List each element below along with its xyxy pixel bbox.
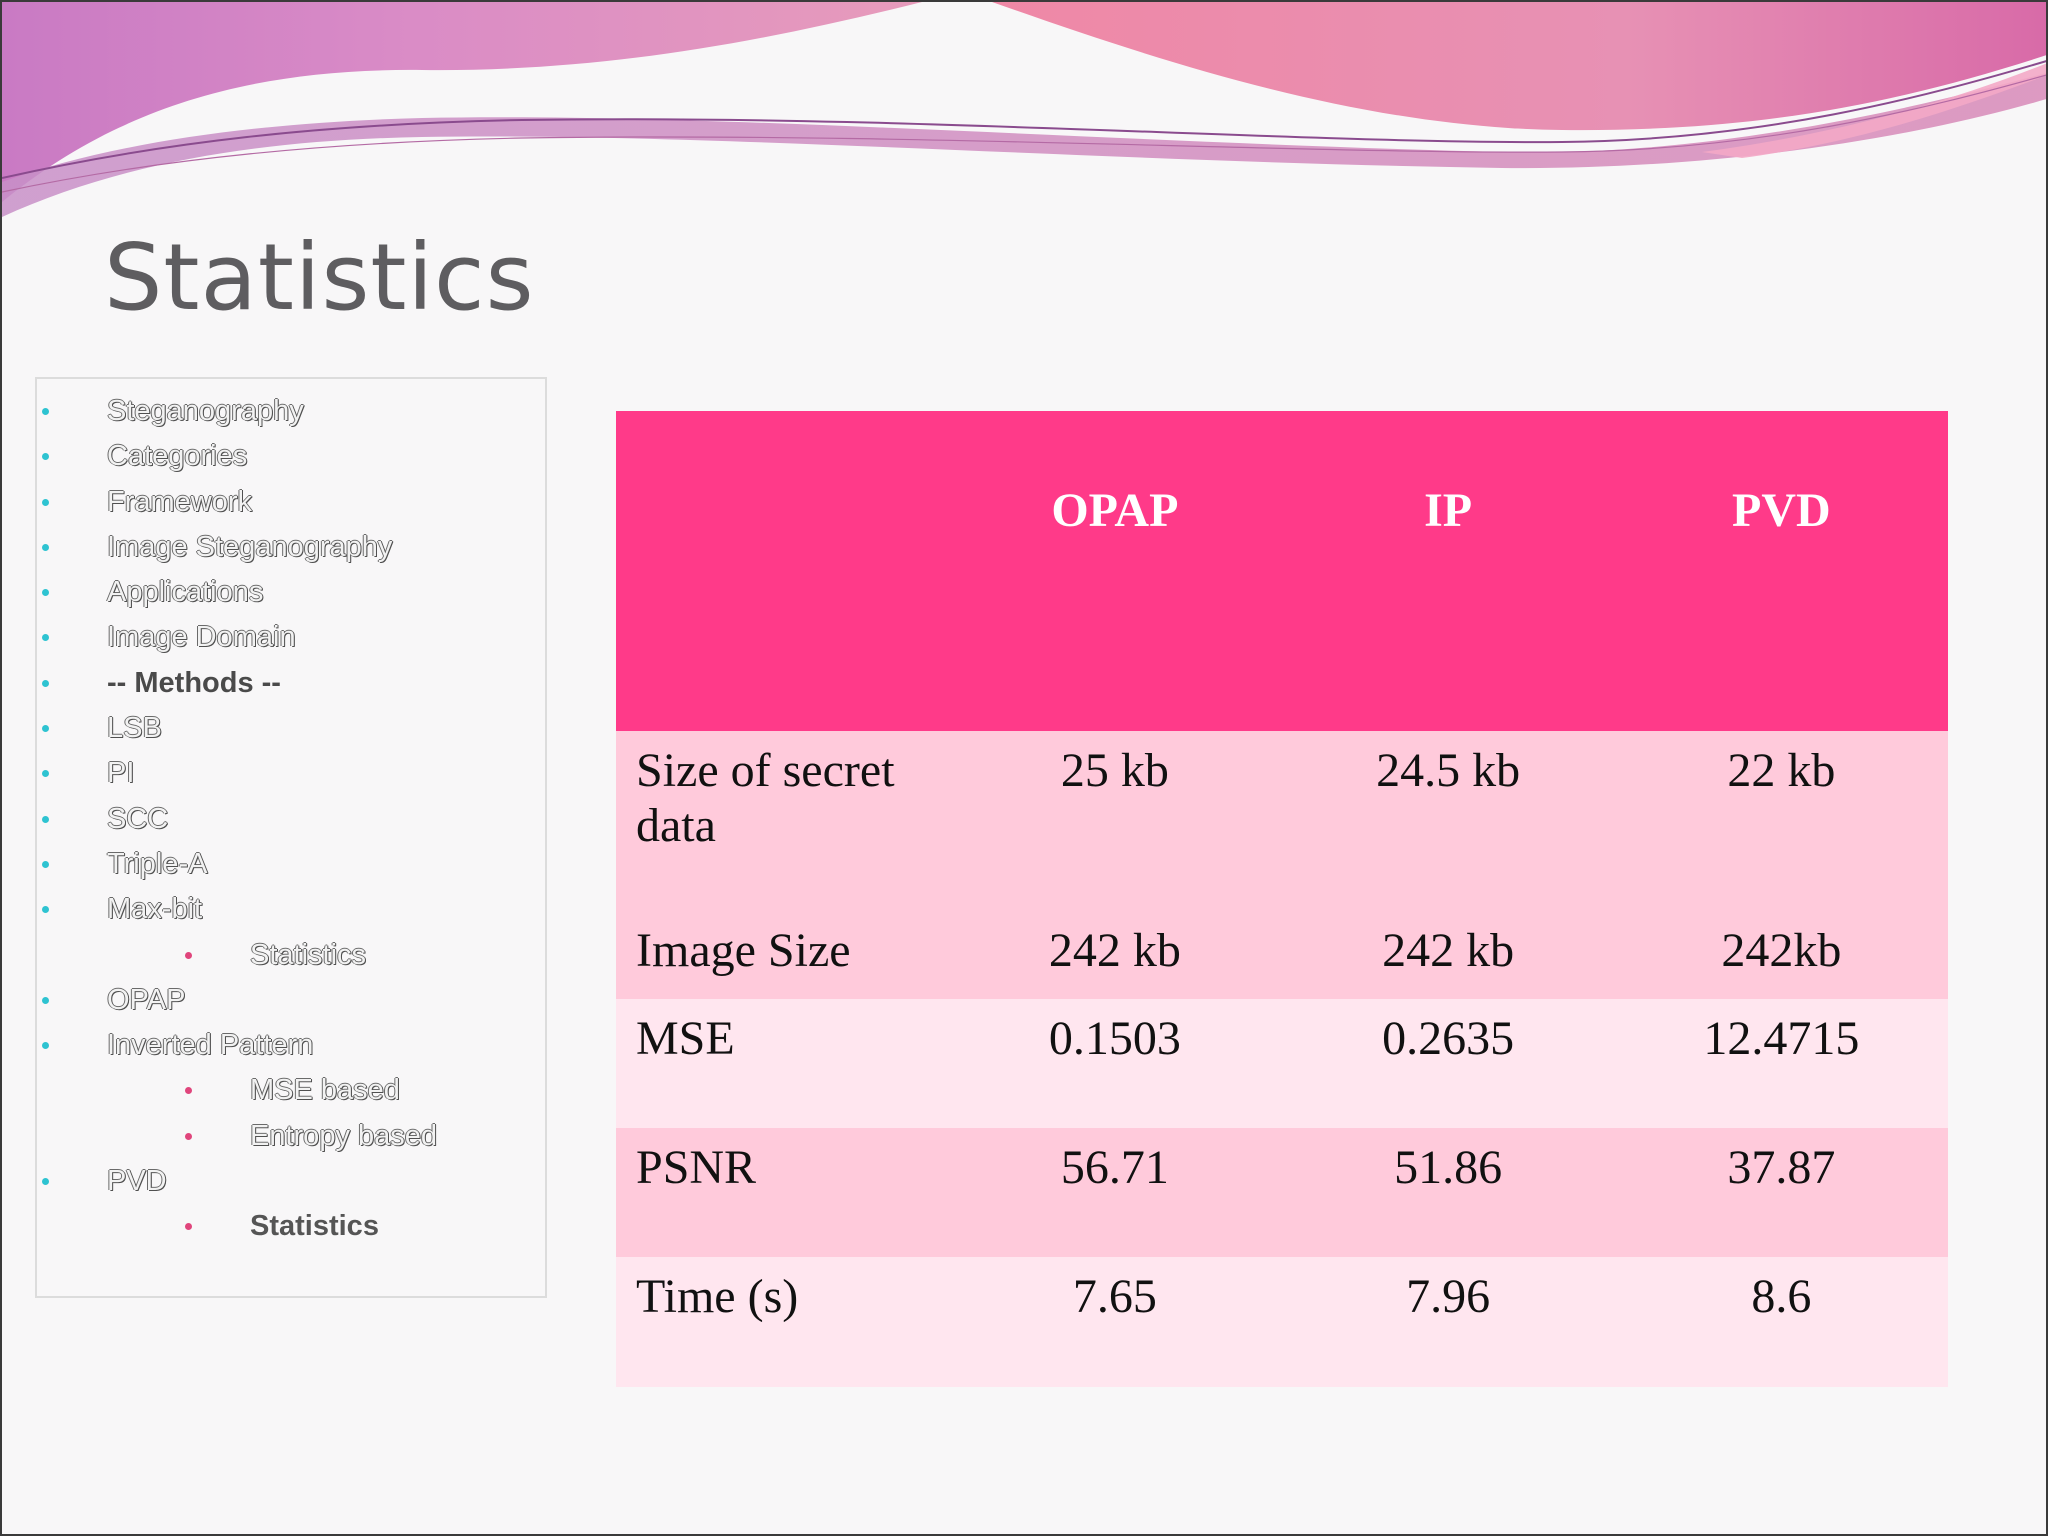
table-cell: 51.86 xyxy=(1281,1128,1615,1257)
sidebar-item[interactable]: Statistics xyxy=(37,1204,545,1249)
bullet-icon xyxy=(42,679,49,687)
bullet-icon xyxy=(42,860,49,868)
table-cell: 8.6 xyxy=(1614,1257,1948,1387)
table-cell: 12.4715 xyxy=(1614,999,1948,1128)
sidebar-item-label: Statistics xyxy=(250,938,367,971)
sidebar-item[interactable]: Categories xyxy=(37,434,545,479)
bullet-icon xyxy=(185,951,192,959)
bullet-icon xyxy=(42,453,49,461)
table-header-cell: PVD xyxy=(1614,411,1948,731)
table-row: PSNR 56.71 51.86 37.87 xyxy=(616,1128,1948,1257)
sidebar-item[interactable]: Framework xyxy=(37,480,545,525)
statistics-table: OPAP IP PVD Size of secret data 25 kb 24… xyxy=(616,411,1948,1387)
bullet-icon xyxy=(42,1042,49,1050)
table-cell: 37.87 xyxy=(1614,1128,1948,1257)
row-label: Time (s) xyxy=(616,1257,949,1387)
sidebar-item-label: Categories xyxy=(107,440,248,473)
table-row: Time (s) 7.65 7.96 8.6 xyxy=(616,1257,1948,1387)
sidebar-outline: Steganography Categories Framework Image St… xyxy=(35,377,547,1298)
bullet-icon xyxy=(185,1087,192,1095)
sidebar-item-label: -- Methods -- xyxy=(107,666,281,699)
row-label: MSE xyxy=(616,999,949,1128)
table-cell: 0.2635 xyxy=(1281,999,1615,1128)
table-cell: 22 kb xyxy=(1614,731,1948,921)
sidebar-item-label: PI xyxy=(107,757,135,790)
table-header-cell: IP xyxy=(1281,411,1615,731)
bullet-icon xyxy=(185,1223,192,1231)
sidebar-item-label: Image Steganography xyxy=(107,530,393,563)
sidebar-item-label: Statistics xyxy=(250,1210,379,1243)
table-row: MSE 0.1503 0.2635 12.4715 xyxy=(616,999,1948,1128)
sidebar-item[interactable]: PI xyxy=(37,751,545,796)
table-header-cell xyxy=(616,411,949,731)
sidebar-item-label: Inverted Pattern xyxy=(107,1029,314,1062)
sidebar-item[interactable]: Image Steganography xyxy=(37,525,545,570)
bullet-icon xyxy=(42,634,49,642)
sidebar-item[interactable]: Max-bit xyxy=(37,887,545,932)
bullet-icon xyxy=(42,996,49,1004)
bullet-icon xyxy=(42,815,49,823)
row-label: Size of secret data xyxy=(616,731,949,921)
table-cell: 242 kb xyxy=(1281,921,1615,999)
table-cell: 7.96 xyxy=(1281,1257,1615,1387)
table-cell: 7.65 xyxy=(948,1257,1282,1387)
sidebar-item[interactable]: PVD xyxy=(37,1159,545,1204)
sidebar-item[interactable]: Inverted Pattern xyxy=(37,1023,545,1068)
sidebar-item[interactable]: LSB xyxy=(37,706,545,751)
sidebar-item[interactable]: Image Domain xyxy=(37,615,545,660)
bullet-icon xyxy=(42,770,49,778)
bullet-icon xyxy=(42,1178,49,1186)
table-cell: 0.1503 xyxy=(948,999,1282,1128)
bullet-icon xyxy=(42,408,49,415)
sidebar-item[interactable]: Statistics xyxy=(37,933,545,978)
header-wave-decoration xyxy=(2,2,2046,217)
table-cell: 242 kb xyxy=(948,921,1282,999)
table-cell: 56.71 xyxy=(948,1128,1282,1257)
table-header-cell: OPAP xyxy=(948,411,1282,731)
bullet-icon xyxy=(42,725,49,733)
bullet-icon xyxy=(42,906,49,914)
sidebar-item[interactable]: -- Methods -- xyxy=(37,661,545,706)
table-cell: 25 kb xyxy=(948,731,1282,921)
bullet-icon xyxy=(185,1132,192,1140)
sidebar-item-label: Entropy based xyxy=(250,1119,438,1152)
sidebar-item-label: Steganography xyxy=(107,395,304,427)
bullet-icon xyxy=(42,543,49,551)
sidebar-item-label: SCC xyxy=(107,802,169,835)
sidebar-item[interactable]: SCC xyxy=(37,797,545,842)
bullet-icon xyxy=(42,589,49,597)
row-label: Image Size xyxy=(616,921,949,999)
sidebar-item[interactable]: MSE based xyxy=(37,1068,545,1113)
sidebar-item-label: Max-bit xyxy=(107,893,203,926)
sidebar-item-label: Triple-A xyxy=(107,847,208,880)
sidebar-item-label: Image Domain xyxy=(107,621,296,654)
sidebar-item-label: OPAP xyxy=(107,983,186,1016)
page-title: Statistics xyxy=(104,224,535,331)
table-cell: 24.5 kb xyxy=(1281,731,1615,921)
table-row: Size of secret data 25 kb 24.5 kb 22 kb xyxy=(616,731,1948,921)
sidebar-item[interactable]: Entropy based xyxy=(37,1114,545,1159)
table-cell: 242kb xyxy=(1614,921,1948,999)
sidebar-item[interactable]: Steganography xyxy=(37,389,545,434)
sidebar-item[interactable]: Triple-A xyxy=(37,842,545,887)
sidebar-item[interactable]: Applications xyxy=(37,570,545,615)
sidebar-item-label: Applications xyxy=(107,576,264,609)
bullet-icon xyxy=(42,498,49,506)
sidebar-item-label: PVD xyxy=(107,1165,167,1198)
table-row: Image Size 242 kb 242 kb 242kb xyxy=(616,921,1948,999)
sidebar-item-label: MSE based xyxy=(250,1074,400,1107)
sidebar-item-label: Framework xyxy=(107,485,253,518)
row-label: PSNR xyxy=(616,1128,949,1257)
sidebar-item-label: LSB xyxy=(107,712,162,745)
table-header-row: OPAP IP PVD xyxy=(616,411,1948,731)
sidebar-item[interactable]: OPAP xyxy=(37,978,545,1023)
sidebar-list: Steganography Categories Framework Image St… xyxy=(37,389,545,1250)
